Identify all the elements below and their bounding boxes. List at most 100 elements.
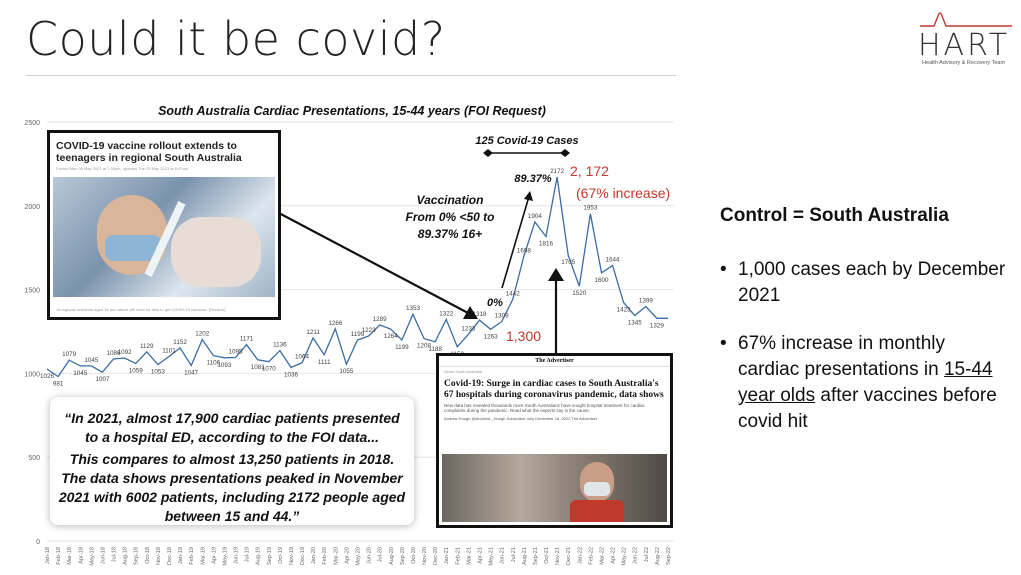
- x-tick-label: Nov-20: [422, 547, 428, 565]
- data-label: 1152: [173, 339, 187, 346]
- data-label: 1095: [229, 348, 244, 355]
- x-tick-label: Apr-19: [211, 547, 217, 564]
- data-label: 1199: [395, 344, 409, 351]
- data-label: 1264: [384, 333, 399, 340]
- data-label: 1520: [572, 290, 587, 297]
- advertiser-pointer-arrowhead: [548, 268, 564, 281]
- data-label: 1705: [561, 259, 576, 266]
- advertiser-headline: Covid-19: Surge in cardiac cases to Sout…: [444, 379, 664, 400]
- x-tick-label: Feb-20: [322, 547, 328, 565]
- x-tick-label: Sep-21: [533, 547, 539, 565]
- peak-value-label: 2, 172: [570, 163, 609, 179]
- x-tick-label: Feb-18: [56, 547, 62, 565]
- vaccination-arrowhead: [524, 191, 533, 201]
- data-label: 2172: [550, 168, 565, 175]
- clipping-headline: COVID-19 vaccine rollout extends to teen…: [56, 140, 242, 164]
- bullet-increase: 67% increase in monthly cardiac presenta…: [720, 331, 1010, 435]
- data-label: 1064: [295, 354, 310, 361]
- advertiser-masthead: The Advertiser: [439, 356, 670, 367]
- x-tick-label: Jan-21: [444, 547, 450, 564]
- x-tick-label: Sep-18: [134, 547, 140, 565]
- vaccination-label-1: Vaccination: [417, 193, 484, 207]
- x-tick-label: Dec-18: [167, 547, 173, 565]
- heartbeat-logo-icon: [920, 12, 1012, 27]
- inset-pointer-arrow: [276, 211, 471, 315]
- x-tick-label: Jan-19: [178, 547, 184, 564]
- title-divider: [26, 75, 676, 76]
- x-tick-label: Apr-22: [611, 547, 617, 564]
- x-tick-label: May-20: [356, 547, 362, 566]
- logo-subtitle: Health Advisory & Recovery Team: [922, 60, 1006, 66]
- x-tick-label: Jul-22: [644, 547, 650, 562]
- bullet-increase-text-b: after vaccines before covid hit: [738, 385, 997, 432]
- slide-title: Could it be covid?: [26, 12, 446, 66]
- x-tick-label: Feb-21: [455, 547, 461, 565]
- data-label: 1106: [207, 360, 221, 367]
- data-label: 1211: [306, 329, 320, 336]
- clipping-caption: 16 regional residents aged 16 and above …: [56, 307, 226, 312]
- inset-pointer-arrowhead: [463, 306, 478, 319]
- data-label: 1053: [151, 369, 166, 376]
- data-label: 1309: [495, 313, 510, 320]
- x-tick-label: Nov-19: [289, 547, 295, 565]
- x-tick-label: Jul-21: [511, 547, 517, 562]
- x-tick-label: Oct-20: [411, 547, 417, 564]
- data-label: 1111: [318, 359, 331, 366]
- data-label: 1353: [406, 305, 421, 312]
- x-tick-label: Mar-19: [200, 547, 206, 565]
- data-label: 1318: [472, 311, 487, 318]
- x-tick-label: Sep-22: [666, 547, 672, 565]
- data-label: 1600: [594, 277, 609, 284]
- y-tick-label: 2000: [24, 204, 40, 211]
- data-label: 981: [53, 381, 64, 388]
- x-tick-label: Oct-18: [145, 547, 151, 564]
- x-tick-label: Apr-18: [78, 547, 84, 564]
- x-axis-ticks: Jan-18 Feb-18 Mar-18 Apr-18 May-18 Jun-18 Jul-…: [45, 547, 672, 566]
- data-label: 1036: [284, 371, 299, 378]
- advertiser-clipping: The Advertiser News South Australia Covi…: [436, 353, 673, 528]
- y-tick-label: 1500: [24, 288, 40, 295]
- x-tick-label: Mar-18: [67, 547, 73, 565]
- data-label: 1101: [162, 347, 176, 354]
- cardiac-presentations-chart: South Australia Cardiac Presentations, 1…: [24, 104, 674, 566]
- x-tick-label: Jul-18: [112, 547, 118, 562]
- data-label: 1223: [362, 327, 377, 334]
- x-tick-label: Feb-22: [588, 547, 594, 565]
- data-label: 1007: [95, 376, 110, 383]
- data-label: 1086: [107, 350, 122, 357]
- x-tick-label: Jan-22: [577, 547, 583, 564]
- right-panel: Control = South Australia 1,000 cases ea…: [720, 205, 1010, 457]
- data-label: 1208: [417, 343, 432, 350]
- peak-increase-label: (67% increase): [576, 185, 670, 201]
- data-label: 1199: [351, 331, 365, 338]
- logo-wordmark: HART: [918, 28, 1011, 63]
- data-label: 1289: [373, 316, 388, 323]
- chart-annotations: 125 Covid-19 Cases 89.37% Vaccination Fr…: [276, 135, 670, 353]
- data-label: 1329: [650, 322, 665, 329]
- vaccination-label-2: From 0% <50 to: [405, 210, 494, 224]
- vaccination-arrow: [501, 192, 531, 289]
- data-label: 1345: [628, 320, 643, 327]
- data-label: 1171: [240, 336, 254, 343]
- x-tick-label: Aug-22: [655, 547, 661, 565]
- data-label: 1202: [195, 331, 210, 338]
- x-tick-label: Jun-22: [633, 547, 639, 564]
- y-tick-label: 0: [36, 539, 40, 546]
- x-tick-label: Dec-21: [566, 547, 572, 565]
- quote-line-1: “In 2021, almost 17,900 cardiac patients…: [64, 410, 400, 445]
- advertiser-breadcrumb: News South Australia: [444, 369, 483, 374]
- baseline-value-label: 1,300: [506, 328, 541, 344]
- data-label: 1442: [506, 290, 521, 297]
- data-label: 1070: [262, 366, 277, 373]
- x-tick-label: Jan-20: [311, 547, 317, 564]
- x-tick-label: Dec-19: [300, 547, 306, 565]
- data-label: 1047: [184, 370, 199, 377]
- x-tick-label: Jun-20: [367, 547, 373, 564]
- data-label: 1093: [217, 362, 232, 369]
- bullet-increase-text-a: 67% increase in monthly cardiac presenta…: [738, 333, 945, 380]
- data-label: 1816: [539, 241, 554, 248]
- x-tick-label: Aug-18: [123, 547, 129, 565]
- x-tick-label: Jul-19: [245, 547, 251, 562]
- x-tick-label: Jul-20: [378, 547, 384, 562]
